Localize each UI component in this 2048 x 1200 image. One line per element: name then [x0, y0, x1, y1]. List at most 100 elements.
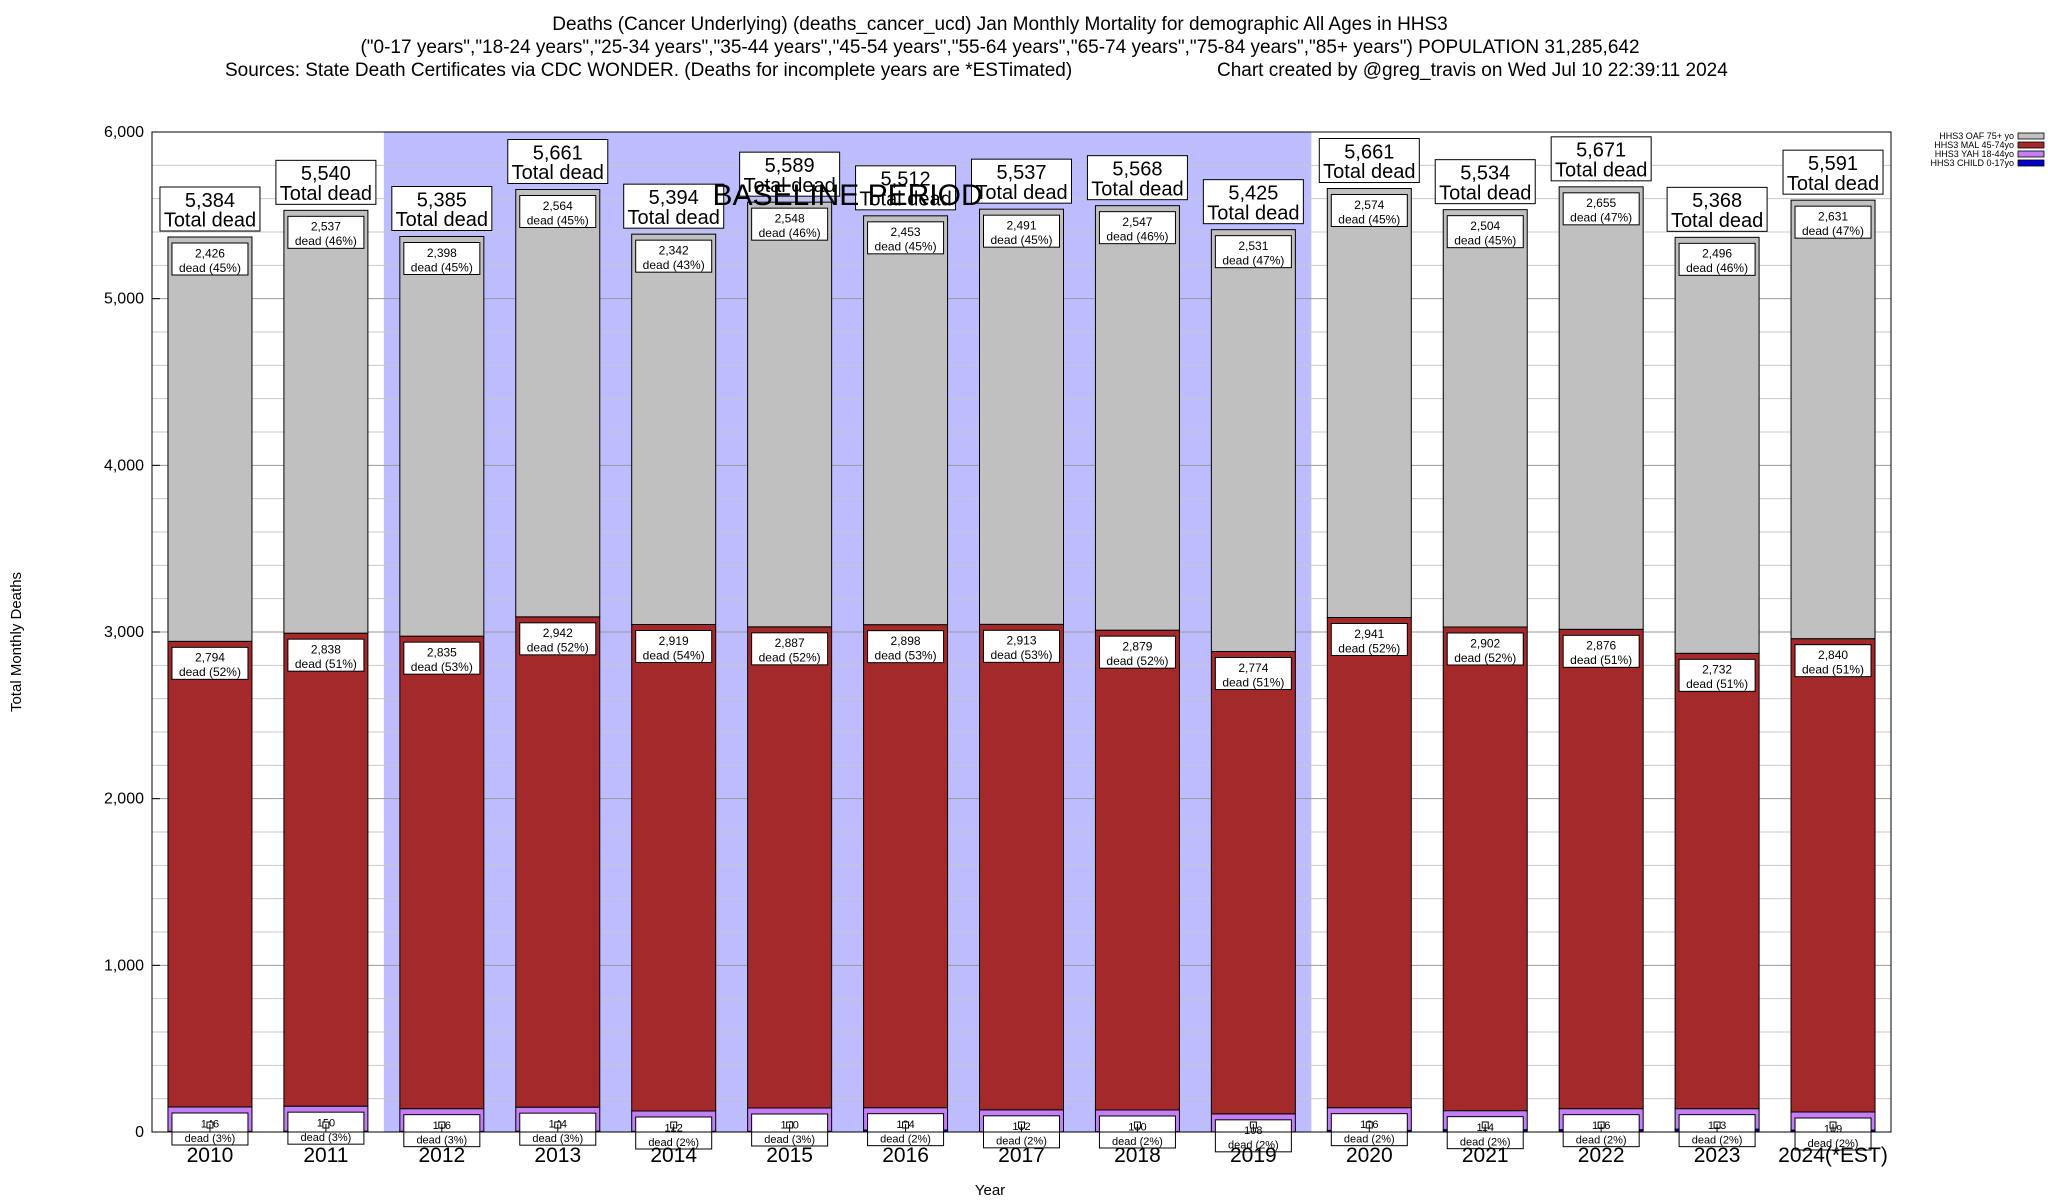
mal-label-box — [287, 638, 365, 672]
oaf-label-text: dead (45%) — [179, 261, 241, 275]
y-tick-label: 0 — [135, 1124, 144, 1141]
oaf-label-box — [1794, 205, 1872, 239]
total-label-text: Total dead — [1323, 161, 1415, 183]
oaf-label-value: 2,537 — [311, 220, 341, 234]
yah-label-text: dead (3%) — [185, 1133, 236, 1145]
x-tick-label: 2019 — [1230, 1144, 1277, 1167]
yah-label: 122dead (2%) — [635, 1116, 713, 1150]
total-label-box — [1550, 136, 1652, 182]
mal-label-value: 2,941 — [1354, 627, 1384, 641]
mal-label-value: 2,902 — [1470, 636, 1500, 650]
mal-label-text: dead (53%) — [875, 648, 937, 662]
bar-segment-hhs3-mal-45-74yo — [979, 623, 1064, 1111]
bar-segment-hhs3-mal-45-74yo — [1326, 617, 1412, 1109]
bar-segment-hhs3-mal-45-74yo — [1790, 638, 1876, 1113]
total-label-text: Total dead — [1787, 173, 1879, 195]
mal-label-box — [1214, 657, 1292, 690]
x-axis: 2010 2011 2012 2013 2014 2015 2016 2017 2018 2019… — [187, 1124, 1888, 1167]
yah-label-text: dead (2%) — [1344, 1133, 1395, 1145]
mal-label-value: 2,879 — [1122, 640, 1152, 654]
y-tick-label: 4,000 — [104, 457, 144, 474]
mal-label-text: dead (51%) — [1686, 677, 1748, 691]
mal-label-box — [635, 630, 713, 663]
oaf-label-box — [171, 242, 249, 276]
legend-entry-label: HHS3 CHILD 0-17yo — [1930, 158, 2014, 168]
yah-label-text: dead (3%) — [416, 1134, 467, 1146]
oaf-label-text: dead (45%) — [1454, 233, 1516, 247]
mal-label-text: dead (54%) — [643, 648, 705, 662]
mal-label-text: dead (51%) — [1222, 675, 1284, 689]
mal-label-box — [983, 629, 1060, 663]
yah-label-text: dead (2%) — [996, 1136, 1047, 1148]
yah-label-text: dead (2%) — [1112, 1136, 1163, 1148]
oaf-label-box — [287, 215, 365, 249]
total-label-box — [971, 158, 1072, 204]
yah-label-text: dead (3%) — [301, 1132, 352, 1144]
oaf-label-value: 2,496 — [1702, 247, 1732, 261]
total-label-box — [275, 159, 377, 205]
mal-label-box — [1794, 644, 1872, 678]
total-label-box — [159, 186, 261, 232]
mal-label-value: 2,840 — [1818, 648, 1848, 662]
oaf-label-box — [519, 195, 597, 228]
total-label-text: Total dead — [164, 210, 256, 232]
bar-segment-hhs3-oaf-75-yo — [863, 215, 949, 626]
x-tick-label: 2018 — [1114, 1144, 1161, 1167]
x-tick-label: 2022 — [1578, 1144, 1625, 1167]
bar-segment-hhs3-mal-45-74yo — [1442, 626, 1528, 1112]
yah-label-text: dead (2%) — [1808, 1138, 1859, 1150]
y-tick-label: 2,000 — [104, 791, 144, 808]
total-label-value: 5,540 — [301, 163, 351, 185]
total-label-text: Total dead — [1091, 178, 1183, 200]
legend-entry-label: HHS3 OAF 75+ yo — [1939, 131, 2014, 141]
bar-segment-hhs3-oaf-75-yo — [631, 233, 717, 626]
x-tick-label: 2024(*EST) — [1778, 1144, 1888, 1167]
total-label-value: 5,661 — [533, 142, 583, 164]
total-label-text: Total dead — [1671, 210, 1763, 232]
total-label-text: Total dead — [975, 182, 1067, 204]
bar-segment-hhs3-oaf-75-yo — [979, 208, 1064, 625]
title-line-2: ("0-17 years","18-24 years","25-34 years… — [360, 37, 1639, 58]
oaf-label-text: dead (45%) — [411, 260, 473, 274]
oaf-label-value: 2,547 — [1122, 215, 1152, 229]
total-label-box — [855, 165, 957, 211]
y-axis: 0 1,000 2,000 3,000 4,000 5,000 6,000 — [104, 124, 160, 1141]
bar-segment-hhs3-oaf-75-yo — [1326, 188, 1412, 618]
mal-label-box — [171, 646, 249, 680]
legend-entry-label: HHS3 YAH 18-44yo — [1935, 149, 2014, 159]
x-tick-label: 2012 — [418, 1144, 465, 1167]
oaf-label-text: dead (46%) — [295, 234, 357, 248]
total-label-value: 5,394 — [649, 187, 699, 209]
oaf-label-box — [1330, 194, 1408, 227]
total-label-value: 5,425 — [1228, 182, 1278, 204]
mal-label-box — [519, 622, 597, 656]
mal-label-text: dead (52%) — [179, 665, 241, 679]
oaf-label-text: dead (46%) — [1686, 261, 1748, 275]
bar-segment-hhs3-mal-45-74yo — [1210, 651, 1296, 1115]
bar-segment-hhs3-oaf-75-yo — [1094, 205, 1180, 631]
bar-segment-hhs3-oaf-75-yo — [1674, 236, 1760, 654]
oaf-label-text: dead (45%) — [527, 213, 589, 227]
oaf-label-box — [867, 221, 945, 255]
mal-label-box — [1330, 623, 1408, 656]
total-label-box — [739, 151, 841, 197]
y-tick-label: 3,000 — [104, 624, 144, 641]
x-axis-label: Year — [975, 1182, 1005, 1199]
total-label-text: Total dead — [1555, 159, 1647, 181]
